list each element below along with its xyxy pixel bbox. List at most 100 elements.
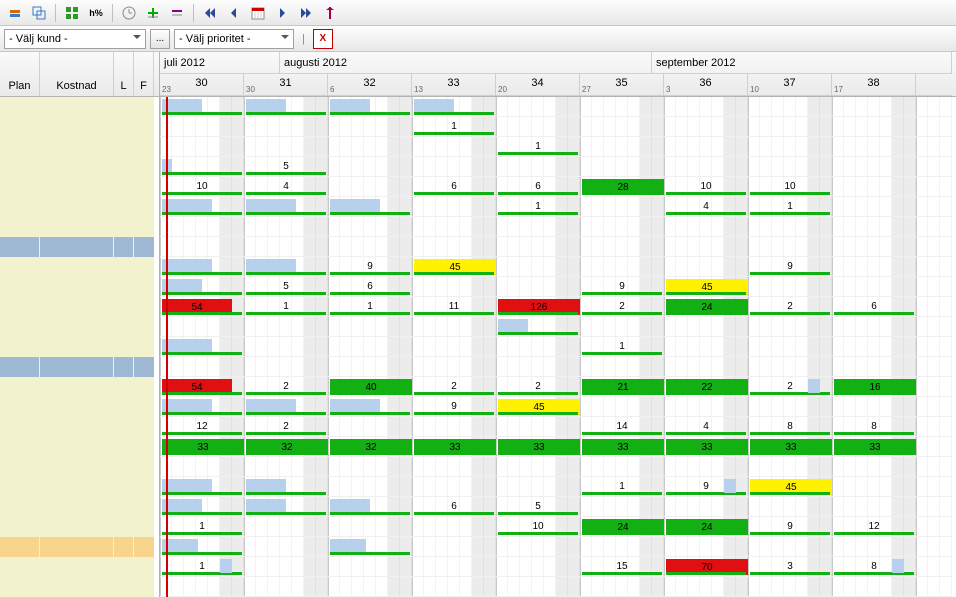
left-panel-header: Plan Kostnad L F — [0, 52, 159, 97]
gantt-row[interactable]: 1945 — [160, 477, 952, 497]
plus-green-icon[interactable] — [142, 3, 164, 23]
week-header[interactable]: 326 — [328, 74, 412, 95]
gantt-row[interactable]: 945 — [160, 397, 952, 417]
customer-select-label: - Välj kund - — [9, 33, 68, 45]
left-row[interactable] — [0, 177, 159, 197]
week-header[interactable]: 3527 — [580, 74, 664, 95]
month-header: september 2012 — [652, 52, 952, 73]
gantt-row[interactable] — [160, 237, 952, 257]
gantt-header: juli 2012augusti 2012september 2012 3023… — [160, 52, 956, 97]
left-row[interactable] — [0, 237, 159, 257]
col-l[interactable]: L — [114, 52, 134, 96]
left-row[interactable] — [0, 197, 159, 217]
gantt-bar[interactable] — [220, 559, 232, 573]
week-header[interactable]: 3420 — [496, 74, 580, 95]
left-row[interactable] — [0, 297, 159, 317]
left-row[interactable] — [0, 217, 159, 237]
week-header[interactable]: 3130 — [244, 74, 328, 95]
fwd-icon[interactable] — [271, 3, 293, 23]
left-row[interactable] — [0, 497, 159, 517]
marker-icon[interactable] — [319, 3, 341, 23]
gantt-row[interactable]: 1102424912 — [160, 517, 952, 537]
gantt-row[interactable]: 54111112622426 — [160, 297, 952, 317]
toolbar-separator — [193, 4, 194, 22]
gantt-row[interactable]: 1157038 — [160, 557, 952, 577]
left-row[interactable] — [0, 437, 159, 457]
gantt-row[interactable]: 12214488 — [160, 417, 952, 437]
filter-separator: | — [298, 33, 309, 45]
priority-select-label: - Välj prioritet - — [179, 33, 251, 45]
left-row[interactable] — [0, 117, 159, 137]
left-row[interactable] — [0, 517, 159, 537]
gantt-row[interactable] — [160, 457, 952, 477]
left-row[interactable] — [0, 397, 159, 417]
gantt-body: 1151046628101014194595694554111112622426… — [160, 97, 952, 597]
clock-icon[interactable] — [118, 3, 140, 23]
gantt-area[interactable]: juli 2012augusti 2012september 2012 3023… — [160, 52, 956, 597]
left-row[interactable] — [0, 137, 159, 157]
left-row[interactable] — [0, 457, 159, 477]
gantt-row[interactable] — [160, 217, 952, 237]
gantt-row[interactable]: 54240222122216 — [160, 377, 952, 397]
month-header: augusti 2012 — [280, 52, 652, 73]
minus-purple-icon[interactable] — [166, 3, 188, 23]
grid-icon[interactable] — [61, 3, 83, 23]
left-row[interactable] — [0, 357, 159, 377]
week-header[interactable]: 3817 — [832, 74, 916, 95]
priority-select[interactable]: - Välj prioritet - — [174, 29, 294, 49]
week-header[interactable]: 3023 — [160, 74, 244, 95]
calendar-icon[interactable] — [247, 3, 269, 23]
left-row[interactable] — [0, 97, 159, 117]
gantt-row[interactable]: 1 — [160, 117, 952, 137]
customer-more-button[interactable]: ... — [150, 29, 170, 49]
layers-icon[interactable] — [4, 3, 26, 23]
week-header[interactable]: 363 — [664, 74, 748, 95]
month-header: juli 2012 — [160, 52, 280, 73]
left-row[interactable] — [0, 577, 159, 597]
gantt-row[interactable] — [160, 537, 952, 557]
col-kostnad[interactable]: Kostnad — [40, 52, 114, 96]
gantt-row[interactable]: 141 — [160, 197, 952, 217]
customer-select[interactable]: - Välj kund - — [4, 29, 146, 49]
gantt-row[interactable]: 333232333333333333 — [160, 437, 952, 457]
left-row[interactable] — [0, 317, 159, 337]
gantt-row[interactable]: 1 — [160, 337, 952, 357]
ruler-icon[interactable]: h% — [85, 3, 107, 23]
gantt-row[interactable]: 1 — [160, 137, 952, 157]
cascade-icon[interactable] — [28, 3, 50, 23]
left-row[interactable] — [0, 277, 159, 297]
left-row[interactable] — [0, 537, 159, 557]
left-panel: Plan Kostnad L F — [0, 52, 160, 597]
week-header[interactable]: 3710 — [748, 74, 832, 95]
left-row[interactable] — [0, 557, 159, 577]
gantt-bar[interactable] — [892, 559, 904, 573]
ffwd-icon[interactable] — [295, 3, 317, 23]
gantt-row[interactable]: 5 — [160, 157, 952, 177]
left-row[interactable] — [0, 417, 159, 437]
reset-filter-button[interactable]: X — [313, 29, 333, 49]
col-plan[interactable]: Plan — [0, 52, 40, 96]
left-row[interactable] — [0, 157, 159, 177]
left-row[interactable] — [0, 377, 159, 397]
rewind-icon[interactable] — [199, 3, 221, 23]
back-icon[interactable] — [223, 3, 245, 23]
gantt-row[interactable]: 56945 — [160, 277, 952, 297]
gantt-row[interactable]: 65 — [160, 497, 952, 517]
today-line — [166, 97, 168, 597]
toolbar-separator — [55, 4, 56, 22]
gantt-bar[interactable] — [808, 379, 820, 393]
gantt-bar[interactable] — [724, 479, 736, 493]
gantt-row[interactable] — [160, 97, 952, 117]
gantt-row[interactable] — [160, 317, 952, 337]
col-f[interactable]: F — [134, 52, 154, 96]
gantt-row[interactable] — [160, 357, 952, 377]
left-row[interactable] — [0, 337, 159, 357]
left-row[interactable] — [0, 477, 159, 497]
gantt-row[interactable] — [160, 577, 952, 597]
week-header[interactable]: 3313 — [412, 74, 496, 95]
gantt-row[interactable]: 10466281010 — [160, 177, 952, 197]
filter-bar: - Välj kund - ... - Välj prioritet - | X — [0, 26, 956, 52]
left-row[interactable] — [0, 257, 159, 277]
gantt-row[interactable]: 9459 — [160, 257, 952, 277]
main-toolbar: h% — [0, 0, 956, 26]
